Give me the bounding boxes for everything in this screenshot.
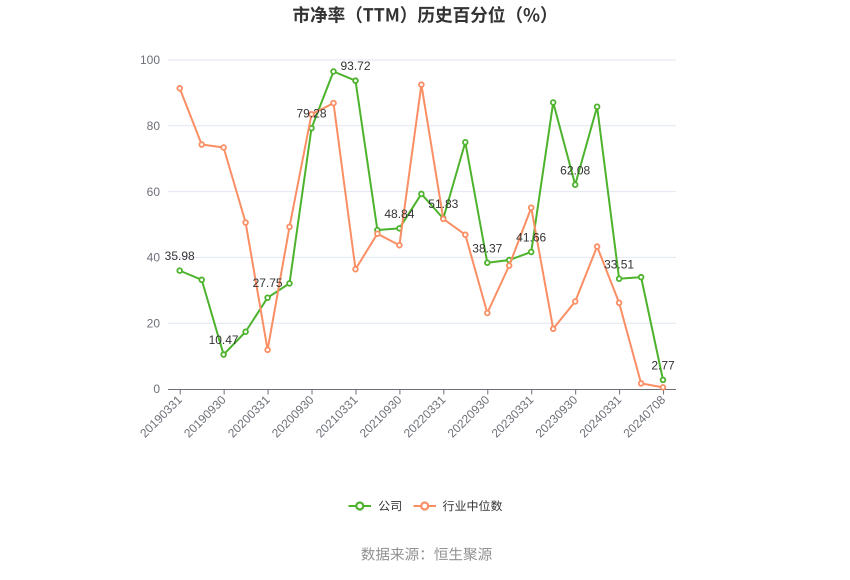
svg-text:0: 0 [153,382,160,396]
svg-text:48.84: 48.84 [384,207,414,221]
svg-text:62.08: 62.08 [560,163,590,177]
svg-text:38.37: 38.37 [472,241,502,255]
svg-text:100: 100 [140,53,160,67]
svg-text:79.28: 79.28 [296,107,326,121]
svg-text:2.77: 2.77 [651,358,675,372]
svg-text:10.47: 10.47 [209,333,239,347]
svg-text:20: 20 [147,316,161,330]
svg-text:41.66: 41.66 [516,230,546,244]
svg-text:40: 40 [147,251,161,265]
svg-text:33.51: 33.51 [604,257,634,271]
svg-text:60: 60 [147,185,161,199]
svg-text:35.98: 35.98 [165,249,195,263]
svg-text:27.75: 27.75 [253,276,283,290]
svg-text:51.83: 51.83 [428,197,458,211]
svg-text:80: 80 [147,119,161,133]
svg-text:93.72: 93.72 [340,59,370,73]
